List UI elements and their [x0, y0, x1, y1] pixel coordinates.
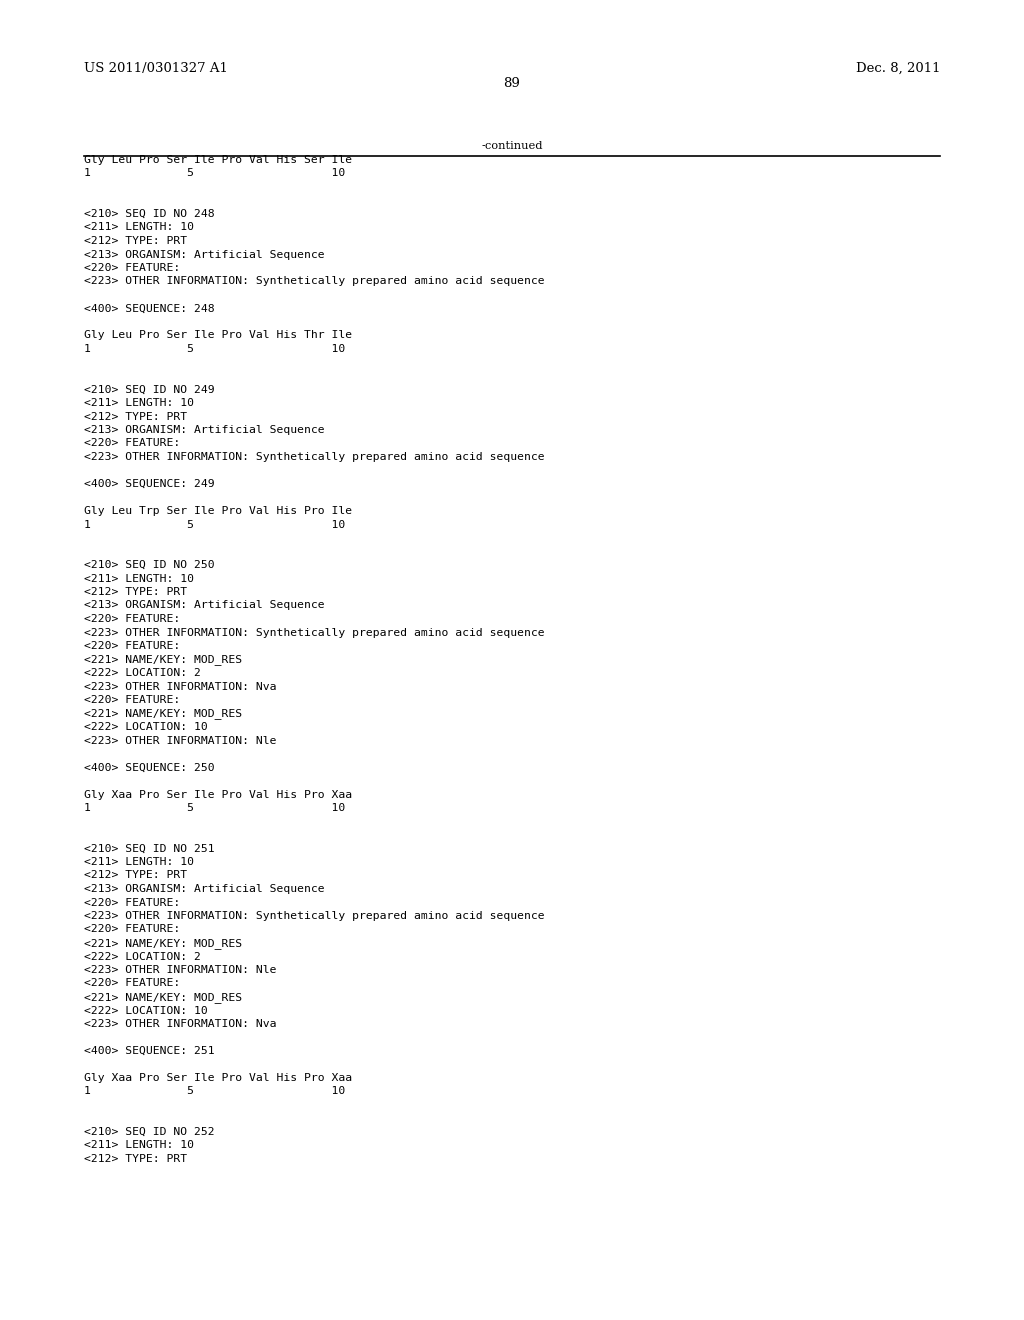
Text: <400> SEQUENCE: 250: <400> SEQUENCE: 250 — [84, 763, 215, 772]
Text: 1              5                    10: 1 5 10 — [84, 520, 345, 529]
Text: Gly Xaa Pro Ser Ile Pro Val His Pro Xaa: Gly Xaa Pro Ser Ile Pro Val His Pro Xaa — [84, 1073, 352, 1082]
Text: <223> OTHER INFORMATION: Nle: <223> OTHER INFORMATION: Nle — [84, 965, 276, 975]
Text: <400> SEQUENCE: 249: <400> SEQUENCE: 249 — [84, 479, 215, 488]
Text: <221> NAME/KEY: MOD_RES: <221> NAME/KEY: MOD_RES — [84, 709, 242, 719]
Text: Gly Leu Trp Ser Ile Pro Val His Pro Ile: Gly Leu Trp Ser Ile Pro Val His Pro Ile — [84, 506, 352, 516]
Text: <210> SEQ ID NO 248: <210> SEQ ID NO 248 — [84, 209, 215, 219]
Text: 1              5                    10: 1 5 10 — [84, 1086, 345, 1097]
Text: <223> OTHER INFORMATION: Nva: <223> OTHER INFORMATION: Nva — [84, 681, 276, 692]
Text: <220> FEATURE:: <220> FEATURE: — [84, 898, 180, 908]
Text: Gly Xaa Pro Ser Ile Pro Val His Pro Xaa: Gly Xaa Pro Ser Ile Pro Val His Pro Xaa — [84, 789, 352, 800]
Text: 1              5                    10: 1 5 10 — [84, 803, 345, 813]
Text: <223> OTHER INFORMATION: Synthetically prepared amino acid sequence: <223> OTHER INFORMATION: Synthetically p… — [84, 451, 545, 462]
Text: <220> FEATURE:: <220> FEATURE: — [84, 263, 180, 273]
Text: <221> NAME/KEY: MOD_RES: <221> NAME/KEY: MOD_RES — [84, 939, 242, 949]
Text: <220> FEATURE:: <220> FEATURE: — [84, 978, 180, 989]
Text: <212> TYPE: PRT: <212> TYPE: PRT — [84, 236, 187, 246]
Text: <213> ORGANISM: Artificial Sequence: <213> ORGANISM: Artificial Sequence — [84, 884, 325, 894]
Text: <222> LOCATION: 2: <222> LOCATION: 2 — [84, 952, 201, 961]
Text: <220> FEATURE:: <220> FEATURE: — [84, 642, 180, 651]
Text: <212> TYPE: PRT: <212> TYPE: PRT — [84, 412, 187, 421]
Text: <220> FEATURE:: <220> FEATURE: — [84, 438, 180, 449]
Text: <220> FEATURE:: <220> FEATURE: — [84, 614, 180, 624]
Text: <400> SEQUENCE: 251: <400> SEQUENCE: 251 — [84, 1045, 215, 1056]
Text: <213> ORGANISM: Artificial Sequence: <213> ORGANISM: Artificial Sequence — [84, 249, 325, 260]
Text: <221> NAME/KEY: MOD_RES: <221> NAME/KEY: MOD_RES — [84, 655, 242, 665]
Text: Gly Leu Pro Ser Ile Pro Val His Ser Ile: Gly Leu Pro Ser Ile Pro Val His Ser Ile — [84, 154, 352, 165]
Text: US 2011/0301327 A1: US 2011/0301327 A1 — [84, 62, 228, 75]
Text: <211> LENGTH: 10: <211> LENGTH: 10 — [84, 857, 194, 867]
Text: <210> SEQ ID NO 250: <210> SEQ ID NO 250 — [84, 560, 215, 570]
Text: <222> LOCATION: 2: <222> LOCATION: 2 — [84, 668, 201, 678]
Text: 1              5                    10: 1 5 10 — [84, 345, 345, 354]
Text: <220> FEATURE:: <220> FEATURE: — [84, 696, 180, 705]
Text: <400> SEQUENCE: 248: <400> SEQUENCE: 248 — [84, 304, 215, 314]
Text: <222> LOCATION: 10: <222> LOCATION: 10 — [84, 1006, 208, 1015]
Text: <223> OTHER INFORMATION: Synthetically prepared amino acid sequence: <223> OTHER INFORMATION: Synthetically p… — [84, 627, 545, 638]
Text: <212> TYPE: PRT: <212> TYPE: PRT — [84, 587, 187, 597]
Text: <222> LOCATION: 10: <222> LOCATION: 10 — [84, 722, 208, 733]
Text: <223> OTHER INFORMATION: Synthetically prepared amino acid sequence: <223> OTHER INFORMATION: Synthetically p… — [84, 911, 545, 921]
Text: 1              5                    10: 1 5 10 — [84, 169, 345, 178]
Text: <223> OTHER INFORMATION: Nle: <223> OTHER INFORMATION: Nle — [84, 735, 276, 746]
Text: <213> ORGANISM: Artificial Sequence: <213> ORGANISM: Artificial Sequence — [84, 425, 325, 436]
Text: <211> LENGTH: 10: <211> LENGTH: 10 — [84, 399, 194, 408]
Text: <210> SEQ ID NO 251: <210> SEQ ID NO 251 — [84, 843, 215, 854]
Text: <211> LENGTH: 10: <211> LENGTH: 10 — [84, 573, 194, 583]
Text: <212> TYPE: PRT: <212> TYPE: PRT — [84, 870, 187, 880]
Text: Dec. 8, 2011: Dec. 8, 2011 — [855, 62, 940, 75]
Text: -continued: -continued — [481, 141, 543, 152]
Text: <210> SEQ ID NO 249: <210> SEQ ID NO 249 — [84, 384, 215, 395]
Text: <223> OTHER INFORMATION: Synthetically prepared amino acid sequence: <223> OTHER INFORMATION: Synthetically p… — [84, 276, 545, 286]
Text: <213> ORGANISM: Artificial Sequence: <213> ORGANISM: Artificial Sequence — [84, 601, 325, 610]
Text: Gly Leu Pro Ser Ile Pro Val His Thr Ile: Gly Leu Pro Ser Ile Pro Val His Thr Ile — [84, 330, 352, 341]
Text: <212> TYPE: PRT: <212> TYPE: PRT — [84, 1154, 187, 1164]
Text: 89: 89 — [504, 77, 520, 90]
Text: <210> SEQ ID NO 252: <210> SEQ ID NO 252 — [84, 1127, 215, 1137]
Text: <220> FEATURE:: <220> FEATURE: — [84, 924, 180, 935]
Text: <221> NAME/KEY: MOD_RES: <221> NAME/KEY: MOD_RES — [84, 993, 242, 1003]
Text: <211> LENGTH: 10: <211> LENGTH: 10 — [84, 1140, 194, 1151]
Text: <211> LENGTH: 10: <211> LENGTH: 10 — [84, 223, 194, 232]
Text: <223> OTHER INFORMATION: Nva: <223> OTHER INFORMATION: Nva — [84, 1019, 276, 1030]
